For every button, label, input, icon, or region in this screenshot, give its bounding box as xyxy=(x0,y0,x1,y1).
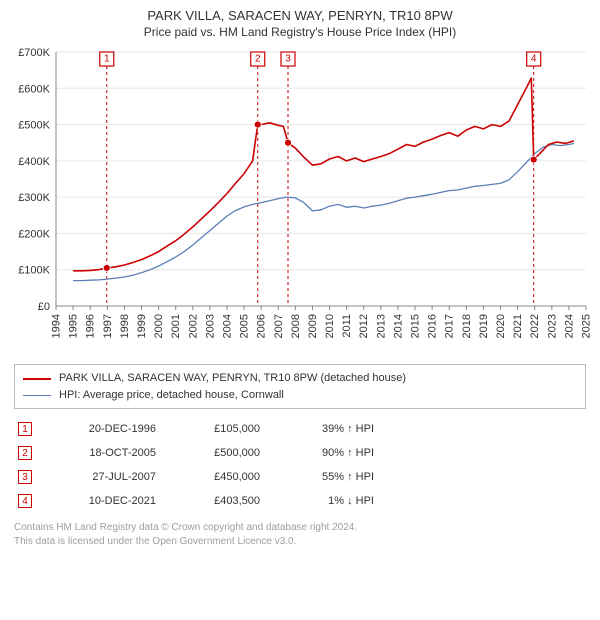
svg-text:1997: 1997 xyxy=(102,314,114,338)
legend-item: PARK VILLA, SARACEN WAY, PENRYN, TR10 8P… xyxy=(23,370,577,387)
chart-container: £0 £100K £200K £300K £400K £500K £600K £700K 199… xyxy=(10,46,590,356)
svg-text:2020: 2020 xyxy=(495,314,507,338)
event-price: £500,000 xyxy=(170,447,260,459)
svg-text:2015: 2015 xyxy=(410,314,422,338)
svg-text:2019: 2019 xyxy=(478,314,490,338)
svg-text:2014: 2014 xyxy=(392,314,404,338)
svg-text:2022: 2022 xyxy=(529,314,541,338)
legend-item: HPI: Average price, detached house, Corn… xyxy=(23,387,577,404)
price-chart: £0 £100K £200K £300K £400K £500K £600K £700K 199… xyxy=(10,46,590,356)
svg-text:2017: 2017 xyxy=(444,314,456,338)
svg-text:3: 3 xyxy=(285,54,291,65)
event-date: 20-DEC-1996 xyxy=(46,423,156,435)
event-row: 2 18-OCT-2005 £500,000 90% ↑ HPI xyxy=(14,441,586,465)
event-price: £105,000 xyxy=(170,423,260,435)
svg-text:1996: 1996 xyxy=(85,314,97,338)
svg-text:£0: £0 xyxy=(38,301,50,313)
svg-text:2011: 2011 xyxy=(341,314,353,338)
svg-text:2002: 2002 xyxy=(187,314,199,338)
event-hpi-delta: 55% ↑ HPI xyxy=(274,471,374,483)
svg-text:£200K: £200K xyxy=(18,229,50,241)
svg-text:£600K: £600K xyxy=(18,84,50,96)
svg-text:2013: 2013 xyxy=(375,314,387,338)
chart-title: PARK VILLA, SARACEN WAY, PENRYN, TR10 8P… xyxy=(10,8,590,25)
event-hpi-delta: 1% ↓ HPI xyxy=(274,495,374,507)
svg-text:1994: 1994 xyxy=(51,314,63,338)
svg-text:£100K: £100K xyxy=(18,265,50,277)
event-marker: 3 xyxy=(18,470,32,484)
footer-attribution: Contains HM Land Registry data © Crown c… xyxy=(14,521,586,548)
svg-text:£400K: £400K xyxy=(18,156,50,168)
svg-text:£700K: £700K xyxy=(18,47,50,59)
chart-titles: PARK VILLA, SARACEN WAY, PENRYN, TR10 8P… xyxy=(10,8,590,40)
event-marker: 1 xyxy=(18,422,32,436)
event-row: 1 20-DEC-1996 £105,000 39% ↑ HPI xyxy=(14,417,586,441)
svg-text:2016: 2016 xyxy=(427,314,439,338)
svg-text:2012: 2012 xyxy=(358,314,370,338)
svg-text:2: 2 xyxy=(255,54,261,65)
svg-text:1999: 1999 xyxy=(136,314,148,338)
svg-text:2023: 2023 xyxy=(546,314,558,338)
footer-line1: Contains HM Land Registry data © Crown c… xyxy=(14,521,586,535)
svg-text:2024: 2024 xyxy=(563,314,575,338)
svg-text:£500K: £500K xyxy=(18,120,50,132)
event-price: £403,500 xyxy=(170,495,260,507)
svg-text:2021: 2021 xyxy=(512,314,524,338)
legend-label: HPI: Average price, detached house, Corn… xyxy=(59,387,284,404)
event-marker: 4 xyxy=(18,494,32,508)
event-row: 3 27-JUL-2007 £450,000 55% ↑ HPI xyxy=(14,465,586,489)
svg-text:2004: 2004 xyxy=(221,314,233,338)
event-row: 4 10-DEC-2021 £403,500 1% ↓ HPI xyxy=(14,489,586,513)
svg-text:2000: 2000 xyxy=(153,314,165,338)
svg-text:£300K: £300K xyxy=(18,193,50,205)
legend: PARK VILLA, SARACEN WAY, PENRYN, TR10 8P… xyxy=(14,364,586,409)
event-date: 10-DEC-2021 xyxy=(46,495,156,507)
event-date: 27-JUL-2007 xyxy=(46,471,156,483)
svg-text:2025: 2025 xyxy=(581,314,591,338)
svg-text:4: 4 xyxy=(531,54,537,65)
event-date: 18-OCT-2005 xyxy=(46,447,156,459)
svg-text:2010: 2010 xyxy=(324,314,336,338)
event-hpi-delta: 90% ↑ HPI xyxy=(274,447,374,459)
svg-text:2003: 2003 xyxy=(204,314,216,338)
footer-line2: This data is licensed under the Open Gov… xyxy=(14,535,586,549)
legend-swatch xyxy=(23,378,51,380)
svg-text:1: 1 xyxy=(104,54,110,65)
svg-text:2001: 2001 xyxy=(170,314,182,338)
legend-label: PARK VILLA, SARACEN WAY, PENRYN, TR10 8P… xyxy=(59,370,406,387)
svg-text:2005: 2005 xyxy=(239,314,251,338)
svg-text:2006: 2006 xyxy=(256,314,268,338)
legend-swatch xyxy=(23,395,51,396)
svg-text:2009: 2009 xyxy=(307,314,319,338)
svg-text:2018: 2018 xyxy=(461,314,473,338)
events-table: 1 20-DEC-1996 £105,000 39% ↑ HPI 2 18-OCT-200… xyxy=(14,417,586,513)
svg-text:1995: 1995 xyxy=(68,314,80,338)
svg-text:1998: 1998 xyxy=(119,314,131,338)
svg-text:2008: 2008 xyxy=(290,314,302,338)
svg-text:2007: 2007 xyxy=(273,314,285,338)
event-marker: 2 xyxy=(18,446,32,460)
event-price: £450,000 xyxy=(170,471,260,483)
chart-subtitle: Price paid vs. HM Land Registry's House … xyxy=(10,25,590,41)
event-hpi-delta: 39% ↑ HPI xyxy=(274,423,374,435)
